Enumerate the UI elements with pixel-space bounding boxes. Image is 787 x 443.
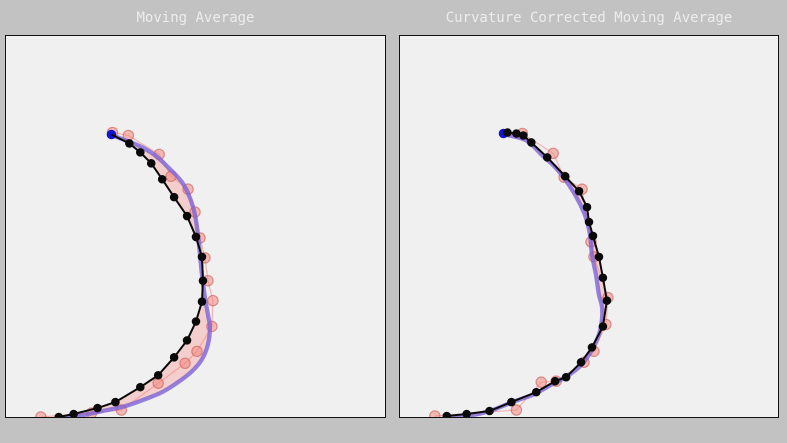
data-point-marker [157, 174, 167, 184]
data-point-marker [602, 296, 612, 305]
data-point-marker [532, 387, 541, 397]
data-point-marker [153, 370, 163, 380]
data-point-marker [54, 412, 63, 417]
data-point-marker [519, 131, 528, 140]
data-point-marker [125, 139, 134, 148]
noisy-observation-dot [191, 345, 203, 358]
data-point-marker [169, 192, 179, 202]
right-plot-canvas [429, 127, 614, 417]
data-point-marker [574, 186, 584, 196]
data-point-marker [182, 211, 192, 221]
data-point-marker [550, 376, 560, 386]
noisy-observation-dot [207, 294, 219, 307]
left-plot-canvas [35, 126, 219, 417]
data-point-marker [582, 202, 592, 212]
data-point-marker [169, 353, 179, 362]
data-point-marker [584, 217, 594, 227]
data-point-marker [560, 171, 570, 181]
noisy-observation-dot [152, 377, 164, 389]
data-point-marker [198, 276, 208, 285]
data-point-marker [191, 317, 201, 326]
noisy-observation-dot [179, 357, 191, 370]
right-plot-title: Curvature Corrected Moving Average [445, 10, 733, 26]
data-point-marker [191, 232, 201, 242]
data-point-marker [136, 382, 145, 392]
data-point-marker [512, 129, 521, 138]
data-point-marker [594, 252, 604, 262]
data-point-marker [111, 397, 120, 407]
smoothed-curve [445, 132, 605, 417]
smoothed-curve [60, 133, 213, 417]
data-path-line [446, 131, 608, 417]
data-point-marker [561, 372, 571, 382]
noisy-connecting-line [434, 132, 609, 417]
data-point-marker [598, 273, 608, 283]
data-point-marker [69, 409, 78, 417]
data-point-marker [507, 397, 516, 407]
data-point-marker [197, 297, 207, 306]
noisy-observation-dot [35, 411, 47, 417]
left-plot-area [5, 35, 386, 418]
data-point-marker [93, 403, 102, 413]
data-point-marker [197, 252, 207, 262]
data-point-marker [485, 406, 494, 416]
data-point-marker [587, 343, 597, 352]
data-point-marker [598, 322, 608, 331]
data-point-marker [442, 411, 452, 417]
data-point-marker [182, 336, 192, 345]
data-point-marker [527, 138, 536, 147]
left-plot-title: Moving Average [136, 10, 255, 26]
noisy-observation-dot [535, 376, 548, 388]
start-point-marker [106, 129, 117, 140]
data-point-marker [136, 148, 145, 157]
right-plot-area [399, 35, 779, 418]
data-point-marker [588, 231, 598, 241]
data-point-marker [542, 153, 552, 162]
data-point-marker [576, 358, 586, 367]
data-point-marker [503, 128, 512, 137]
data-point-marker [146, 159, 156, 168]
data-point-marker [462, 409, 471, 417]
uncertainty-band [446, 132, 607, 417]
noisy-observation-dot [510, 404, 523, 416]
noisy-observation-dot [429, 410, 441, 417]
